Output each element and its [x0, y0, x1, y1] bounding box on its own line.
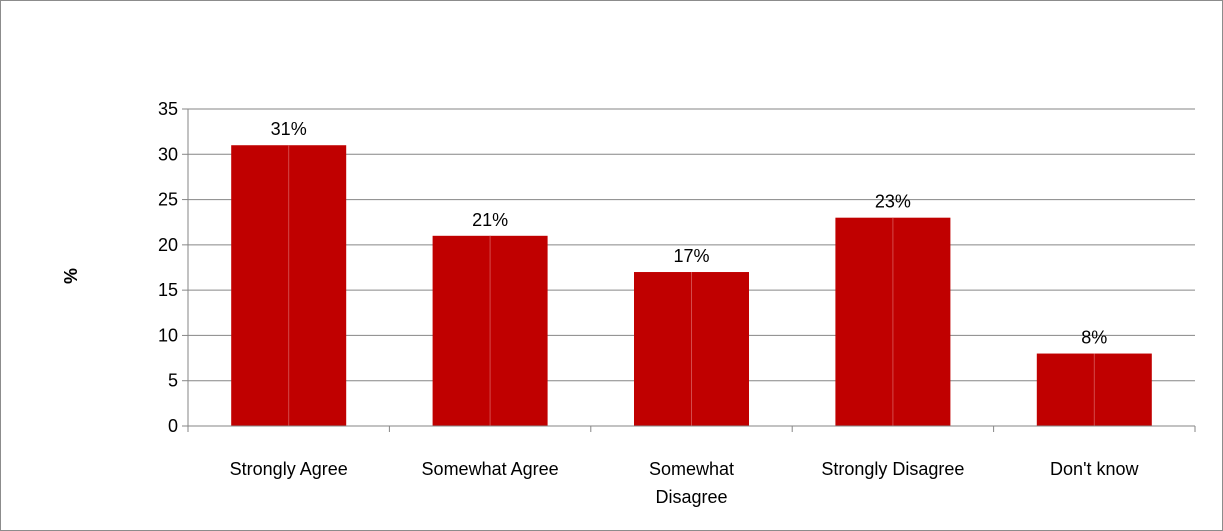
category-label: Somewhat — [649, 459, 734, 479]
y-tick-label: 10 — [158, 325, 178, 345]
category-label: Strongly Agree — [230, 459, 348, 479]
y-tick-label: 30 — [158, 144, 178, 164]
data-label: 23% — [875, 192, 911, 212]
data-label: 21% — [472, 210, 508, 230]
category-label: Disagree — [655, 487, 727, 507]
data-label: 17% — [673, 246, 709, 266]
bars — [231, 145, 1152, 426]
y-tick-label: 35 — [158, 99, 178, 119]
category-label: Somewhat Agree — [422, 459, 559, 479]
y-tick-label: 25 — [158, 190, 178, 210]
y-axis-title: % — [61, 268, 81, 284]
labels: 0 5 10 15 20 25 30 35% 31% Strongly Agree 21% Somew… — [61, 99, 1140, 507]
data-label: 31% — [271, 119, 307, 139]
y-tick-label: 5 — [168, 371, 178, 391]
category-label: Don't know — [1050, 459, 1139, 479]
data-label: 8% — [1081, 328, 1107, 348]
y-tick-label: 20 — [158, 235, 178, 255]
category-label: Strongly Disagree — [821, 459, 964, 479]
y-tick-label: 15 — [158, 280, 178, 300]
y-tick-label: 0 — [168, 416, 178, 436]
axes — [182, 108, 1196, 432]
